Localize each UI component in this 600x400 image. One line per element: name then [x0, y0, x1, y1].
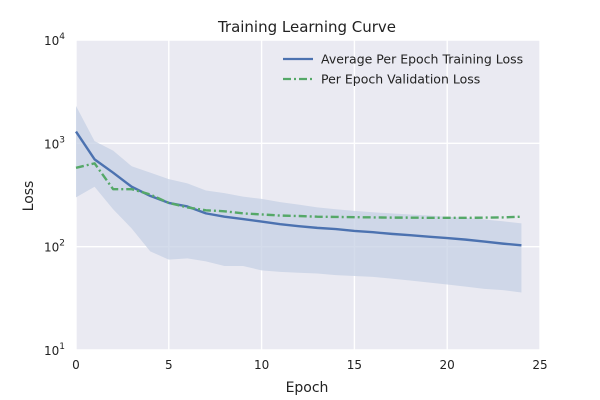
legend-label-validation: Per Epoch Validation Loss — [321, 72, 480, 87]
x-tick-label: 5 — [165, 358, 173, 372]
chart-title: Training Learning Curve — [217, 18, 396, 36]
confidence-band-0 — [76, 105, 522, 293]
x-axis-label: Epoch — [286, 380, 329, 396]
y-tick-label: 101 — [44, 342, 65, 358]
x-tick-label: 10 — [254, 358, 269, 372]
y-axis-label: Loss — [21, 181, 37, 212]
confidence-bands — [76, 105, 522, 293]
legend: Average Per Epoch Training Loss Per Epoc… — [283, 52, 523, 87]
legend-label-training: Average Per Epoch Training Loss — [321, 52, 523, 67]
y-tick-label: 102 — [44, 239, 65, 255]
series-line-validation — [75, 162, 522, 220]
series-line-training — [75, 130, 522, 247]
x-tick-label: 15 — [347, 358, 362, 372]
x-tick-label: 20 — [440, 358, 455, 372]
y-tick-label: 104 — [44, 32, 65, 48]
y-tick-label: 103 — [44, 135, 65, 151]
series-lines — [75, 130, 522, 247]
x-tick-label: 0 — [72, 358, 80, 372]
x-tick-label: 25 — [532, 358, 547, 372]
x-axis-ticks: 0 5 10 15 20 25 — [72, 358, 547, 372]
y-axis-ticks: 101 102 103 104 — [44, 32, 65, 358]
